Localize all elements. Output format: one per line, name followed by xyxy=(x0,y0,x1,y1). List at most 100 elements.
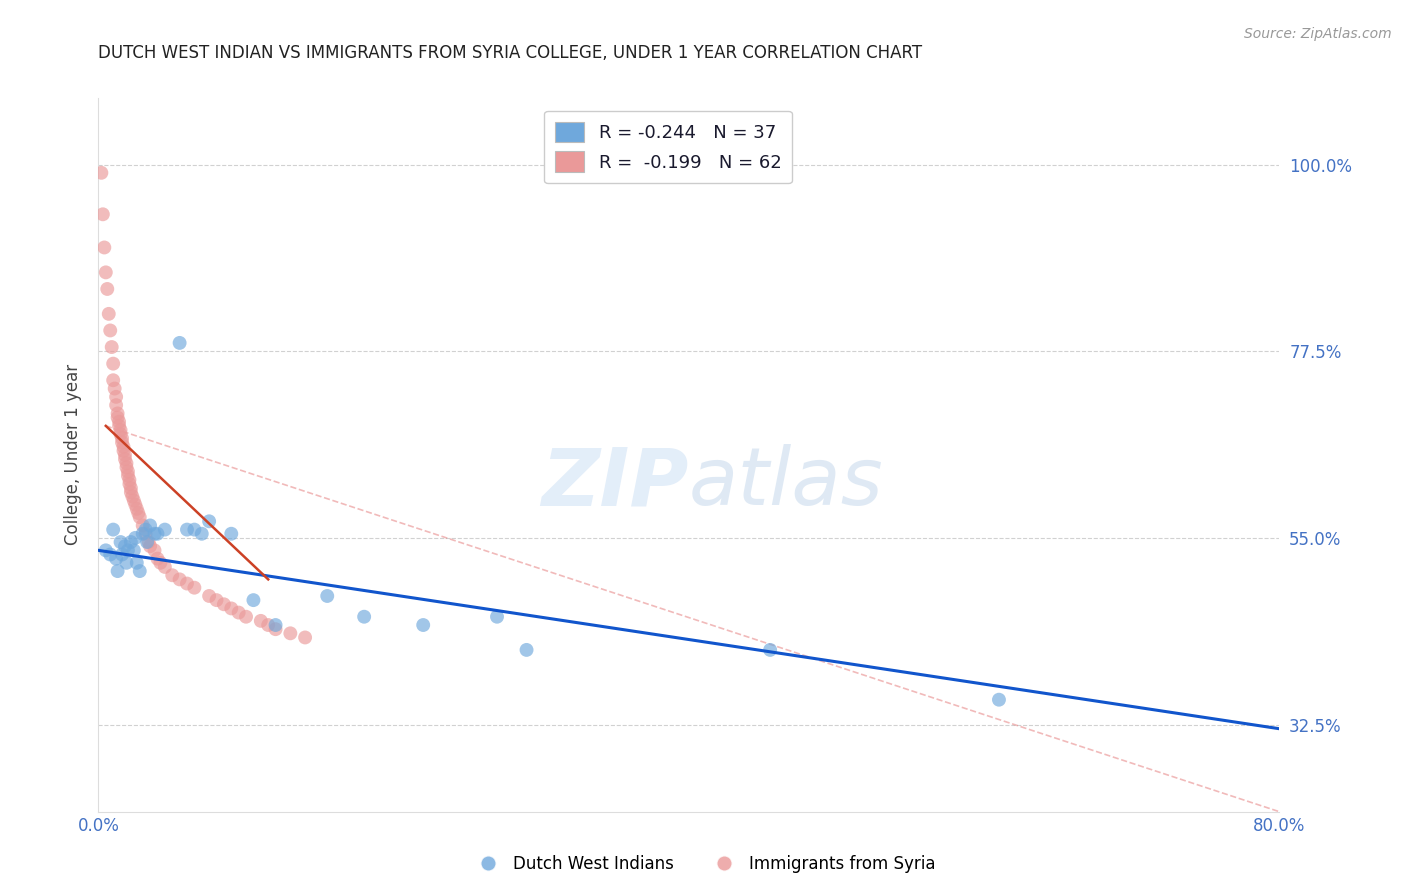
Point xyxy=(486,609,509,624)
Point xyxy=(112,440,135,454)
Legend: R = -0.244   N = 37, R =  -0.199   N = 62: R = -0.244 N = 37, R = -0.199 N = 62 xyxy=(544,111,792,183)
Point xyxy=(91,207,114,221)
Point xyxy=(138,535,160,549)
Point xyxy=(94,265,117,279)
Point xyxy=(117,465,139,479)
Point xyxy=(108,415,131,429)
Point xyxy=(97,307,120,321)
Point xyxy=(103,523,125,537)
Point xyxy=(139,518,162,533)
Point xyxy=(294,631,316,645)
Legend: Dutch West Indians, Immigrants from Syria: Dutch West Indians, Immigrants from Syri… xyxy=(464,848,942,880)
Point xyxy=(107,564,129,578)
Point xyxy=(117,468,139,483)
Point xyxy=(103,373,125,387)
Point xyxy=(987,692,1010,706)
Point xyxy=(118,473,141,487)
Point xyxy=(219,526,242,541)
Point xyxy=(191,526,214,541)
Point xyxy=(107,410,129,425)
Point xyxy=(98,323,121,337)
Point xyxy=(135,523,157,537)
Point xyxy=(114,448,136,462)
Point xyxy=(111,435,134,450)
Point xyxy=(139,539,162,553)
Point xyxy=(125,556,148,570)
Point xyxy=(153,560,176,574)
Point xyxy=(135,526,157,541)
Point xyxy=(176,576,198,591)
Point xyxy=(122,543,145,558)
Point xyxy=(100,340,122,354)
Point xyxy=(110,427,132,442)
Point xyxy=(111,431,134,445)
Point xyxy=(110,423,132,437)
Point xyxy=(759,643,782,657)
Point xyxy=(121,490,143,504)
Point xyxy=(105,398,128,412)
Point xyxy=(278,626,302,640)
Point xyxy=(176,523,198,537)
Point xyxy=(124,498,146,512)
Point xyxy=(198,589,221,603)
Point xyxy=(143,543,166,558)
Point xyxy=(118,477,141,491)
Point xyxy=(212,597,235,611)
Point xyxy=(143,526,166,541)
Point xyxy=(112,443,135,458)
Point xyxy=(93,240,115,254)
Point xyxy=(412,618,434,632)
Point xyxy=(115,460,138,475)
Point xyxy=(183,523,205,537)
Point xyxy=(149,556,172,570)
Y-axis label: College, Under 1 year: College, Under 1 year xyxy=(65,364,83,546)
Point xyxy=(153,523,176,537)
Point xyxy=(122,493,145,508)
Point xyxy=(115,456,138,470)
Point xyxy=(125,501,148,516)
Point xyxy=(117,543,139,558)
Text: DUTCH WEST INDIAN VS IMMIGRANTS FROM SYRIA COLLEGE, UNDER 1 YEAR CORRELATION CHA: DUTCH WEST INDIAN VS IMMIGRANTS FROM SYR… xyxy=(98,45,922,62)
Point xyxy=(115,556,138,570)
Point xyxy=(132,526,155,541)
Point xyxy=(353,609,375,624)
Point xyxy=(114,539,136,553)
Point xyxy=(162,568,183,582)
Point xyxy=(169,573,191,587)
Point xyxy=(114,452,136,467)
Point xyxy=(219,601,242,615)
Point xyxy=(98,548,121,562)
Point xyxy=(205,593,228,607)
Point xyxy=(257,618,280,632)
Point xyxy=(264,618,287,632)
Point xyxy=(250,614,273,628)
Point xyxy=(515,643,537,657)
Point xyxy=(183,581,205,595)
Point xyxy=(107,406,129,420)
Point xyxy=(242,593,264,607)
Point xyxy=(128,564,150,578)
Point xyxy=(120,535,142,549)
Point xyxy=(198,514,221,528)
Point xyxy=(132,518,155,533)
Text: ZIP: ZIP xyxy=(541,444,689,523)
Point xyxy=(169,335,191,350)
Text: Source: ZipAtlas.com: Source: ZipAtlas.com xyxy=(1244,27,1392,41)
Point xyxy=(146,551,169,566)
Point xyxy=(228,606,250,620)
Point xyxy=(146,526,169,541)
Point xyxy=(110,535,132,549)
Point xyxy=(264,622,287,636)
Point xyxy=(105,551,128,566)
Point xyxy=(136,535,159,549)
Point xyxy=(108,418,131,433)
Point xyxy=(96,282,118,296)
Point xyxy=(103,357,125,371)
Text: atlas: atlas xyxy=(689,444,884,523)
Point xyxy=(104,382,127,396)
Point xyxy=(90,166,112,180)
Point xyxy=(124,531,146,545)
Point xyxy=(316,589,339,603)
Point xyxy=(94,543,117,558)
Point xyxy=(120,481,142,495)
